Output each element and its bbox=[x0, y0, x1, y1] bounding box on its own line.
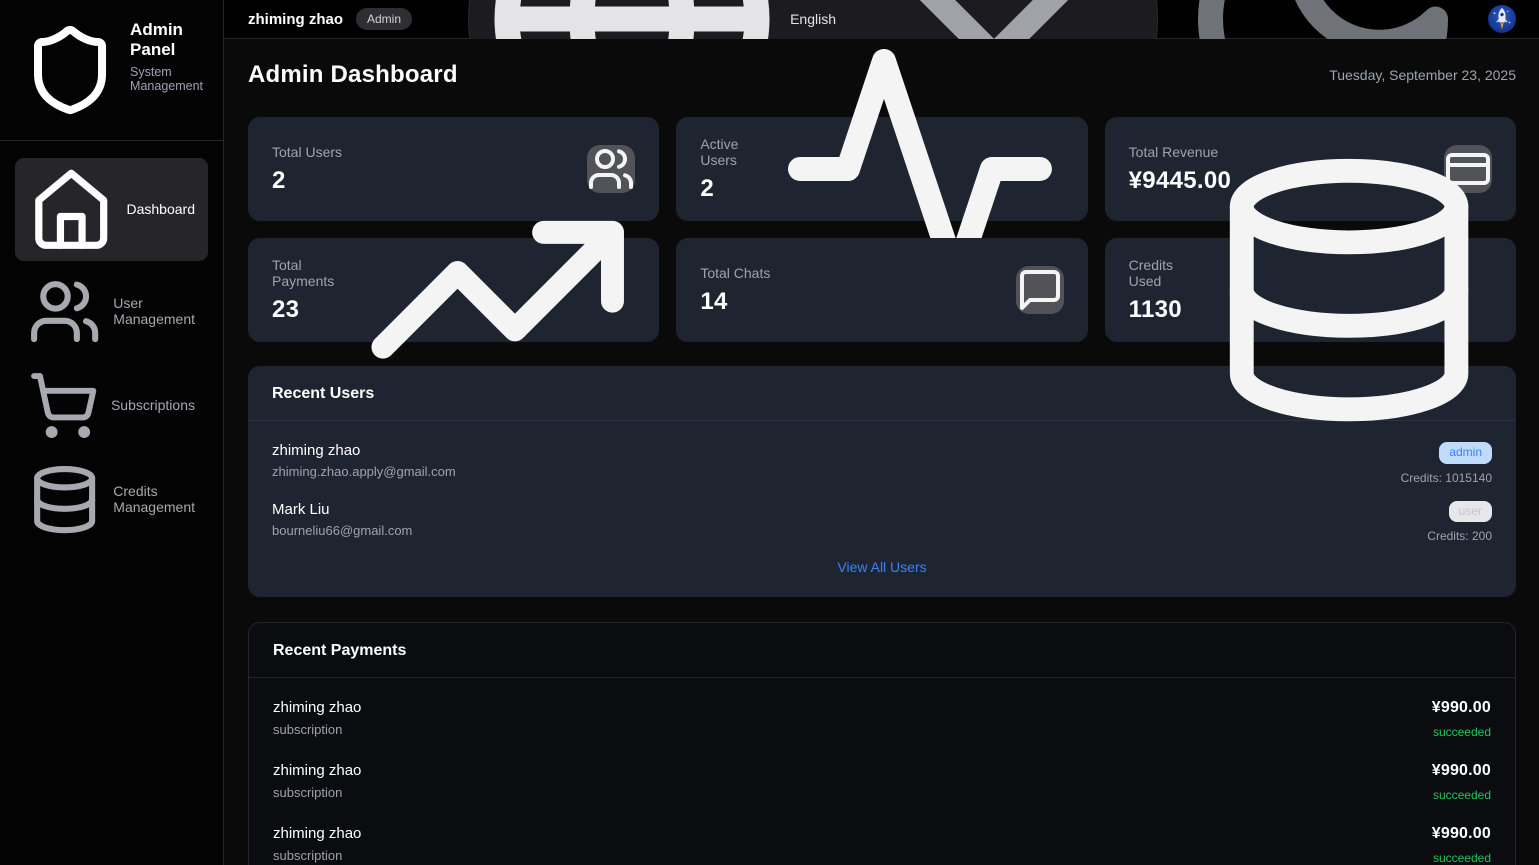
stat-label: Total Revenue bbox=[1128, 143, 1219, 160]
sidebar-item-subscriptions[interactable]: Subscriptions bbox=[15, 362, 208, 449]
users-icon bbox=[28, 275, 101, 348]
sidebar-item-credits-management[interactable]: Credits Management bbox=[15, 455, 208, 544]
user-name: Mark Liu bbox=[272, 500, 330, 518]
payment-amount: ¥990.00 bbox=[1431, 825, 1491, 843]
payment-user-name: zhiming zhao bbox=[273, 762, 362, 780]
trending-up-icon bbox=[360, 152, 635, 427]
stat-label: Credits Used bbox=[1128, 256, 1174, 289]
user-credits: Credits: 1015140 bbox=[1400, 470, 1492, 485]
payment-user-name: zhiming zhao bbox=[273, 825, 362, 843]
stat-card: Total Users 2 bbox=[248, 117, 660, 221]
topbar: zhiming zhao Admin English bbox=[224, 0, 1539, 176]
payment-row: zhiming zhao subscription ¥990.00 succee… bbox=[273, 762, 1491, 802]
page-title: Admin Dashboard bbox=[248, 61, 458, 88]
user-email: bourneliu66@gmail.com bbox=[272, 522, 413, 538]
recent-payments-title: Recent Payments bbox=[273, 642, 407, 660]
sidebar-item-dashboard[interactable]: Dashboard bbox=[15, 158, 208, 261]
activity-icon bbox=[776, 39, 1064, 313]
cart-icon bbox=[28, 370, 99, 441]
view-all-users-link[interactable]: View All Users bbox=[837, 559, 927, 576]
avatar[interactable] bbox=[1488, 5, 1516, 33]
brand-subtitle: System Management bbox=[130, 64, 204, 93]
user-email: zhiming.zhao.apply@gmail.com bbox=[272, 464, 456, 479]
payment-amount: ¥990.00 bbox=[1431, 762, 1491, 780]
language-label: English bbox=[790, 11, 836, 27]
payment-type: subscription bbox=[273, 848, 343, 864]
recent-payments-header: Recent Payments bbox=[249, 623, 1515, 679]
sidebar-nav: Dashboard User Management Subscriptions … bbox=[0, 141, 223, 561]
stat-card: Active Users 2 bbox=[676, 49, 1088, 289]
sidebar: Admin Panel System Management Dashboard … bbox=[0, 0, 224, 865]
stat-label: Total Payments bbox=[272, 256, 335, 289]
stats-grid: Total Users 2 Active Users 2 Total R bbox=[248, 49, 1516, 422]
stat-label: Total Chats bbox=[700, 264, 771, 281]
payment-type: subscription bbox=[273, 785, 343, 801]
payment-user-name: zhiming zhao bbox=[273, 699, 362, 717]
user-credits: Credits: 200 bbox=[1427, 529, 1492, 544]
stat-value: 2 bbox=[272, 166, 286, 194]
stat-card: Total Chats 14 bbox=[676, 238, 1088, 342]
users-icon bbox=[587, 145, 636, 193]
recent-users-header: Recent Users bbox=[248, 366, 1516, 421]
sidebar-item-label: Credits Management bbox=[113, 483, 195, 516]
topbar-username: zhiming zhao bbox=[248, 10, 343, 28]
payment-status: succeeded bbox=[1432, 725, 1491, 740]
stat-label: Total Users bbox=[272, 143, 343, 160]
payment-row: zhiming zhao subscription ¥990.00 succee… bbox=[273, 699, 1491, 739]
brand: Admin Panel System Management bbox=[0, 0, 223, 142]
user-row: Mark Liu bourneliu66@gmail.com user Cred… bbox=[272, 500, 1492, 544]
payment-row: zhiming zhao subscription ¥990.00 succee… bbox=[273, 825, 1491, 865]
user-name: zhiming zhao bbox=[272, 442, 361, 459]
topbar-user: zhiming zhao Admin bbox=[248, 8, 413, 30]
brand-title: Admin Panel bbox=[130, 20, 183, 60]
payment-status: succeeded bbox=[1432, 788, 1491, 803]
rocket-icon bbox=[1488, 5, 1516, 33]
database-icon bbox=[1206, 147, 1492, 433]
sidebar-item-user-management[interactable]: User Management bbox=[15, 267, 208, 356]
main-content: Admin Dashboard Tuesday, September 23, 2… bbox=[224, 39, 1539, 865]
stat-value: 2 bbox=[700, 174, 714, 202]
user-role-badge: user bbox=[1448, 500, 1492, 523]
sidebar-item-label: Subscriptions bbox=[110, 397, 195, 414]
home-icon bbox=[28, 166, 115, 253]
payment-amount: ¥990.00 bbox=[1431, 699, 1491, 717]
stat-card: Credits Used 1130 bbox=[1104, 158, 1516, 422]
content-column: zhiming zhao Admin English Admin Dashboa… bbox=[224, 0, 1539, 865]
stat-value: ¥9445.00 bbox=[1128, 166, 1232, 194]
page-header: Admin Dashboard Tuesday, September 23, 2… bbox=[248, 61, 1516, 89]
topbar-role-badge: Admin bbox=[356, 8, 413, 30]
sidebar-item-label: Dashboard bbox=[126, 201, 196, 218]
user-role-badge: admin bbox=[1439, 442, 1492, 464]
page-date: Tuesday, September 23, 2025 bbox=[1329, 67, 1516, 83]
recent-payments-list: zhiming zhao subscription ¥990.00 succee… bbox=[249, 678, 1515, 865]
stat-label: Active Users bbox=[700, 135, 739, 168]
sidebar-item-label: User Management bbox=[113, 295, 195, 328]
payment-status: succeeded bbox=[1432, 851, 1491, 865]
recent-users-list: zhiming zhao zhiming.zhao.apply@gmail.co… bbox=[248, 421, 1516, 597]
stat-card: Total Payments 23 bbox=[248, 221, 660, 359]
recent-users-title: Recent Users bbox=[272, 385, 375, 402]
stat-value: 1130 bbox=[1128, 295, 1182, 323]
payment-type: subscription bbox=[273, 722, 343, 738]
recent-payments-card: Recent Payments zhiming zhao subscriptio… bbox=[248, 622, 1516, 865]
stat-value: 14 bbox=[700, 287, 728, 315]
stat-value: 23 bbox=[272, 295, 300, 323]
message-square-icon bbox=[1015, 266, 1064, 314]
shield-icon bbox=[22, 22, 118, 118]
user-row: zhiming zhao zhiming.zhao.apply@gmail.co… bbox=[272, 442, 1492, 485]
database-icon bbox=[28, 463, 101, 536]
